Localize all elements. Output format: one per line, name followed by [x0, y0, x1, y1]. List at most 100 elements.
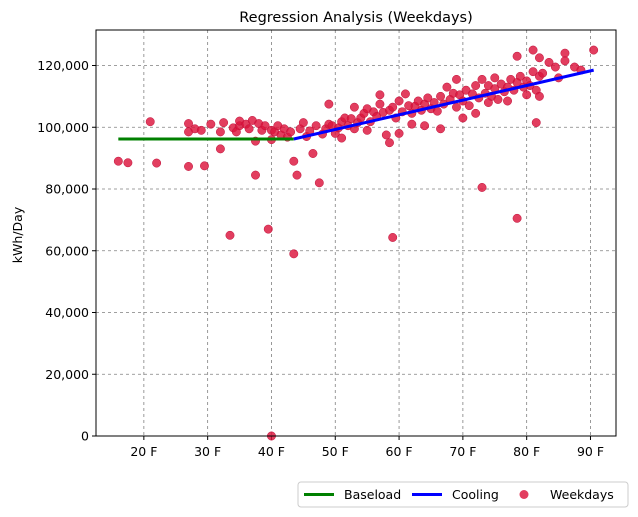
data-point — [113, 156, 123, 166]
data-point — [206, 119, 216, 129]
data-point — [452, 102, 461, 112]
x-tick-label: 90 F — [577, 444, 604, 459]
data-point — [407, 119, 417, 129]
data-point — [346, 114, 356, 124]
x-tick-label: 80 F — [513, 444, 540, 459]
data-point — [145, 117, 155, 127]
y-tick-label: 100,000 — [37, 120, 89, 135]
data-point — [286, 127, 296, 137]
data-point — [215, 144, 225, 154]
data-point — [436, 91, 445, 101]
x-tick-label: 30 F — [194, 444, 221, 459]
legend-weekdays-swatch — [519, 490, 529, 499]
data-point — [260, 121, 270, 131]
legend: Baseload Cooling Weekdays — [297, 481, 629, 508]
cooling-line — [293, 68, 595, 141]
data-point — [219, 118, 229, 128]
data-point — [337, 133, 347, 143]
data-point — [423, 93, 433, 103]
data-point — [534, 91, 544, 101]
series-layer — [113, 45, 599, 441]
legend-cooling-label: Cooling — [452, 487, 499, 502]
data-point — [394, 96, 404, 106]
data-point — [314, 178, 324, 188]
data-point — [200, 161, 209, 171]
y-tick-label: 0 — [81, 429, 89, 444]
data-point — [308, 149, 318, 158]
data-point — [400, 89, 410, 99]
data-point — [432, 106, 442, 116]
data-point — [560, 56, 570, 66]
legend-baseload-label: Baseload — [344, 487, 401, 502]
data-point — [464, 101, 474, 111]
y-axis: 0 20,000 40,000 60,000 80,000 100,000 120,000 — [37, 58, 96, 444]
data-point — [420, 121, 430, 131]
data-point — [512, 213, 522, 223]
data-point — [560, 48, 570, 58]
data-point — [225, 230, 235, 240]
data-point — [589, 45, 599, 55]
data-point — [385, 138, 394, 148]
data-point — [490, 73, 500, 83]
data-point — [528, 45, 538, 55]
data-point — [544, 57, 554, 67]
data-point — [515, 71, 525, 81]
x-tick-label: 20 F — [130, 444, 157, 459]
data-point — [522, 90, 532, 100]
data-point — [289, 249, 299, 259]
data-point — [442, 82, 452, 92]
data-point — [538, 68, 548, 78]
data-point — [298, 118, 308, 128]
y-tick-label: 120,000 — [37, 58, 89, 73]
data-point — [477, 183, 487, 192]
data-point — [152, 158, 162, 168]
data-point — [375, 90, 385, 100]
data-point — [375, 99, 385, 109]
data-point — [123, 158, 133, 168]
y-tick-label: 20,000 — [45, 367, 89, 382]
data-point — [452, 74, 461, 84]
data-point — [550, 62, 560, 72]
data-point — [388, 233, 398, 242]
data-point — [184, 162, 193, 171]
data-point — [244, 124, 254, 134]
data-point — [311, 121, 321, 131]
data-point — [381, 130, 391, 140]
x-tick-label: 60 F — [386, 444, 413, 459]
y-tick-label: 40,000 — [45, 305, 89, 320]
data-point — [324, 99, 334, 109]
data-point — [528, 67, 538, 77]
data-point — [471, 108, 481, 118]
data-point — [471, 81, 481, 91]
data-point — [477, 74, 487, 84]
chart-title: Regression Analysis (Weekdays) — [239, 10, 473, 26]
legend-box — [297, 481, 629, 508]
data-point — [503, 96, 512, 106]
data-point — [263, 224, 273, 234]
x-tick-label: 50 F — [322, 444, 349, 459]
data-point — [512, 51, 522, 61]
data-point — [436, 124, 445, 134]
data-point — [215, 127, 225, 137]
data-point — [251, 170, 260, 180]
data-point — [534, 53, 544, 63]
y-axis-label: kWh/Day — [10, 206, 25, 263]
data-point — [394, 128, 404, 138]
data-point — [458, 113, 468, 123]
data-point — [292, 170, 302, 180]
data-point — [531, 118, 541, 128]
data-point — [196, 125, 206, 135]
data-point — [388, 102, 398, 112]
data-point — [289, 156, 299, 166]
plot-frame — [95, 29, 617, 437]
x-axis: 20 F 30 F 40 F 50 F 60 F 70 F 80 F 90 F — [130, 436, 604, 459]
y-tick-label: 80,000 — [45, 182, 89, 197]
x-tick-label: 70 F — [449, 444, 476, 459]
y-tick-label: 60,000 — [45, 243, 89, 258]
legend-weekdays-label: Weekdays — [550, 487, 614, 502]
data-point — [349, 102, 359, 112]
data-point — [493, 95, 503, 104]
data-point — [362, 125, 372, 135]
x-tick-label: 40 F — [258, 444, 285, 459]
